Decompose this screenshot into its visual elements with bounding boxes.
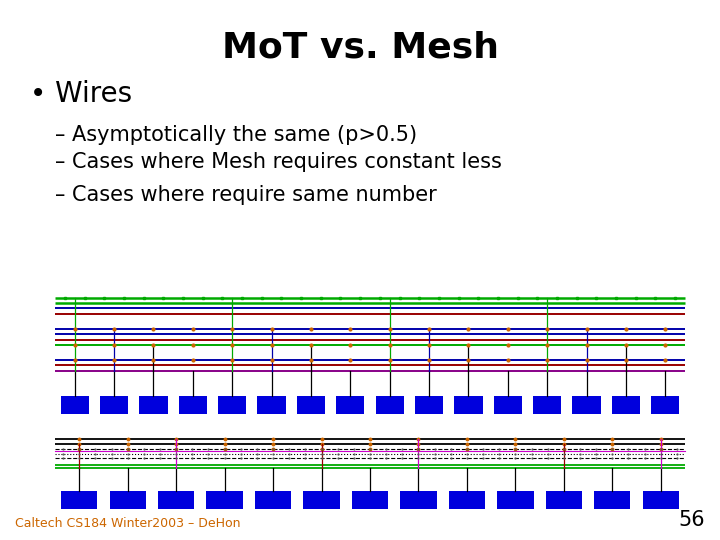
Bar bbox=[179, 396, 207, 414]
Bar bbox=[303, 491, 340, 509]
Bar bbox=[100, 396, 128, 414]
Bar bbox=[642, 491, 679, 509]
Text: • Wires: • Wires bbox=[30, 80, 132, 108]
Bar bbox=[449, 491, 485, 509]
Bar bbox=[158, 491, 194, 509]
Bar bbox=[415, 396, 444, 414]
Text: – Cases where require same number: – Cases where require same number bbox=[55, 185, 437, 205]
Text: 56: 56 bbox=[678, 510, 705, 530]
Text: – Asymptotically the same (p>0.5): – Asymptotically the same (p>0.5) bbox=[55, 125, 417, 145]
Bar bbox=[400, 491, 436, 509]
Bar bbox=[454, 396, 482, 414]
Bar bbox=[572, 396, 600, 414]
Bar bbox=[352, 491, 388, 509]
Bar bbox=[376, 396, 404, 414]
Bar bbox=[336, 396, 364, 414]
Bar bbox=[651, 396, 680, 414]
Bar bbox=[494, 396, 522, 414]
Bar bbox=[60, 396, 89, 414]
Bar bbox=[546, 491, 582, 509]
Bar bbox=[61, 491, 97, 509]
Text: – Cases where Mesh requires constant less: – Cases where Mesh requires constant les… bbox=[55, 152, 502, 172]
Bar bbox=[109, 491, 146, 509]
Text: Caltech CS184 Winter2003 – DeHon: Caltech CS184 Winter2003 – DeHon bbox=[15, 517, 240, 530]
Text: MoT vs. Mesh: MoT vs. Mesh bbox=[222, 30, 498, 64]
Bar bbox=[498, 491, 534, 509]
Bar bbox=[594, 491, 631, 509]
Bar bbox=[207, 491, 243, 509]
Bar bbox=[297, 396, 325, 414]
Bar bbox=[257, 396, 286, 414]
Bar bbox=[612, 396, 640, 414]
Bar bbox=[218, 396, 246, 414]
Bar bbox=[255, 491, 292, 509]
Bar bbox=[533, 396, 562, 414]
Bar bbox=[139, 396, 168, 414]
